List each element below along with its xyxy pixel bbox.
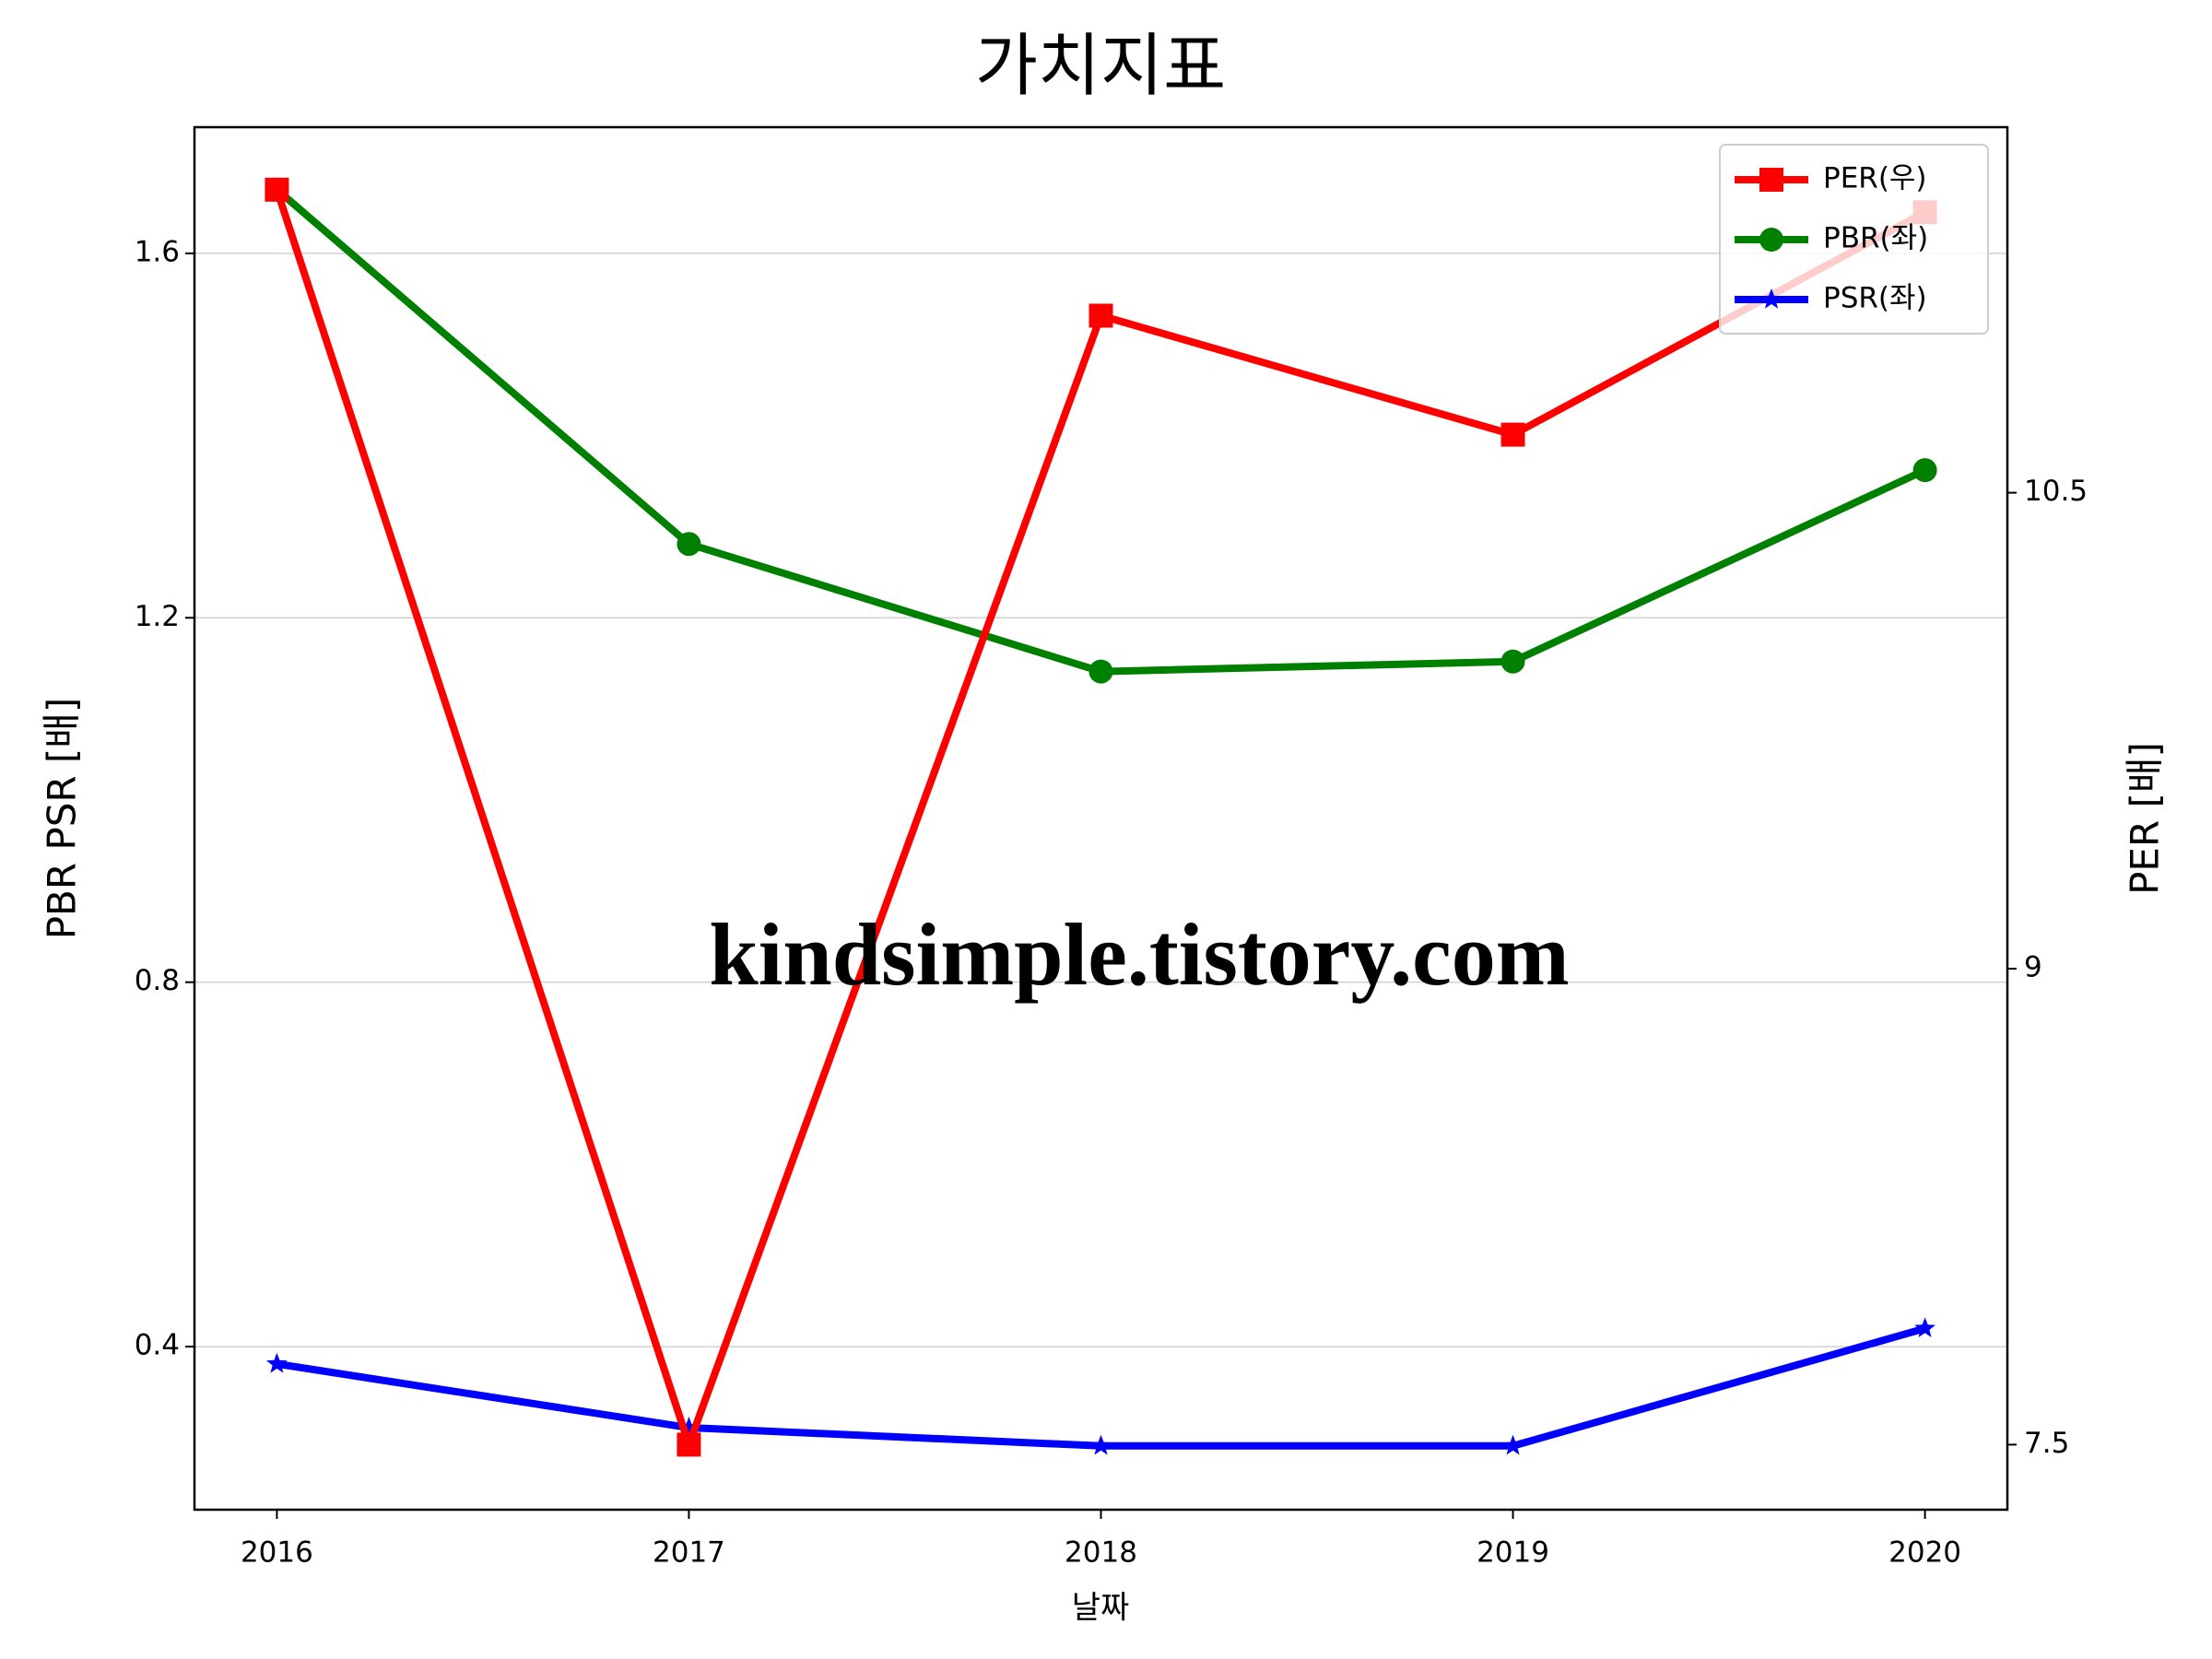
grid: 0.4 0.8 1.2 1.6 7.5 9 10.5 2016 2017 2018 2019 2020 (135, 235, 2088, 1569)
legend: PER(우) PBR(좌) PSR(좌) (1719, 144, 1989, 335)
x-tick-label: 2020 (1888, 1536, 1961, 1570)
y-tick-label: 1.2 (135, 600, 180, 633)
marker (677, 1432, 701, 1457)
marker (1759, 168, 1783, 192)
x-tick-label: 2017 (653, 1536, 725, 1570)
marker (1760, 288, 1783, 309)
marker (677, 532, 701, 557)
marker (1500, 649, 1525, 674)
marker (266, 1352, 288, 1373)
legend-label: PBR(좌) (1823, 222, 1928, 255)
marker (1500, 422, 1525, 447)
legend-label: PSR(좌) (1823, 282, 1927, 315)
y2-tick-label: 10.5 (2024, 475, 2088, 508)
y2-tick-label: 7.5 (2024, 1427, 2069, 1460)
watermark: kindsimple.tistory.com (709, 905, 1569, 1004)
y-tick-label: 0.4 (135, 1329, 180, 1362)
marker (1088, 659, 1113, 684)
x-tick-label: 2019 (1477, 1536, 1549, 1570)
x-tick-label: 2016 (241, 1536, 313, 1570)
chart-title: 가치지표 (975, 27, 1226, 106)
marker (265, 177, 289, 202)
marker (1090, 1434, 1112, 1455)
legend-box (1719, 144, 1989, 335)
x-axis-label: 날짜 (1072, 1590, 1130, 1627)
legend-label: PER(우) (1823, 162, 1927, 195)
y-tick-label: 0.8 (135, 964, 180, 997)
marker (1912, 458, 1937, 483)
marker (678, 1417, 700, 1437)
y-axis-label: PBR PSR [배] (40, 698, 85, 940)
y2-tick-label: 9 (2024, 951, 2042, 984)
plot-frame (193, 125, 2009, 1512)
marker (1914, 1317, 1936, 1337)
x-tick-label: 2018 (1065, 1536, 1137, 1570)
marker (1759, 228, 1783, 252)
marker (1088, 303, 1113, 328)
y-tick-label: 1.6 (135, 235, 180, 268)
plot: kindsimple.tistory.com (265, 177, 1937, 1457)
marker (1502, 1434, 1524, 1455)
y2-axis-label: PER [배] (2123, 742, 2168, 895)
